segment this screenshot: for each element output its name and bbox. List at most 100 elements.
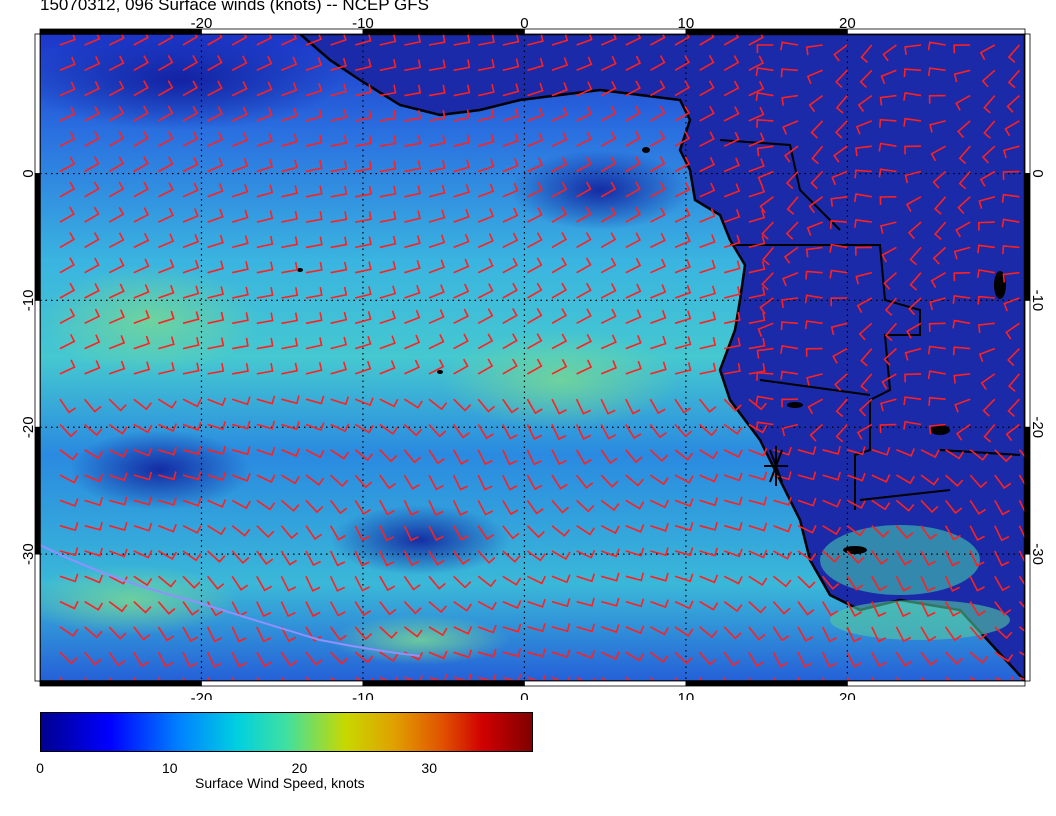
wind-barb xyxy=(759,196,774,214)
wind-barb xyxy=(84,626,103,639)
wind-barb xyxy=(281,82,298,97)
wind-barb xyxy=(502,182,519,198)
wind-barb xyxy=(256,395,276,405)
wind-barb xyxy=(674,498,694,508)
wind-barb xyxy=(600,597,620,607)
wind-barb xyxy=(379,310,397,325)
wind-barb xyxy=(551,106,568,122)
wind-barb xyxy=(748,398,767,411)
wind-barb xyxy=(871,446,891,456)
lat-scale-bar xyxy=(1024,33,1031,174)
wind-barb xyxy=(575,424,592,440)
wind-barb xyxy=(904,373,922,383)
wind-barb xyxy=(108,548,128,558)
wind-barb xyxy=(157,601,176,615)
wind-barb xyxy=(305,261,323,274)
wind-barb xyxy=(354,34,372,46)
wind-barb xyxy=(600,206,617,223)
lat-tick-label-right: -30 xyxy=(1029,543,1046,565)
wind-barb xyxy=(502,133,519,147)
wind-barb xyxy=(305,362,323,375)
wind-barb xyxy=(329,626,347,642)
wind-barb xyxy=(83,651,102,666)
wind-barb xyxy=(879,221,897,234)
wind-barb xyxy=(108,449,128,458)
wind-barb xyxy=(84,34,101,46)
wind-barb xyxy=(699,423,718,437)
wind-barb xyxy=(305,236,323,249)
wind-barb xyxy=(355,84,372,97)
wind-barb xyxy=(1007,69,1021,89)
wind-barb xyxy=(600,474,619,488)
wind-barb xyxy=(354,335,372,350)
wind-barb xyxy=(983,95,996,114)
wind-barb xyxy=(84,106,100,122)
wind-barb xyxy=(330,83,348,97)
lon-tick-label-bottom: 0 xyxy=(520,690,528,700)
wind-barb xyxy=(133,156,149,173)
wind-barb xyxy=(158,284,175,299)
wind-barb xyxy=(723,626,742,640)
wind-barb xyxy=(797,601,815,616)
wind-barb xyxy=(477,233,494,249)
wind-barb xyxy=(428,284,445,299)
wind-barb xyxy=(927,67,946,77)
wind-barb xyxy=(207,55,223,71)
lat-scale-bar xyxy=(34,300,41,428)
wind-barb xyxy=(723,157,740,173)
wind-barb xyxy=(806,221,823,236)
wind-min-region xyxy=(330,505,510,575)
wind-barb xyxy=(983,120,996,139)
wind-barb xyxy=(330,396,350,406)
wind-barb xyxy=(502,398,519,414)
wind-barb xyxy=(908,297,922,316)
wind-barb xyxy=(477,133,495,147)
wind-barb xyxy=(625,572,645,582)
wind-max-region xyxy=(40,565,240,635)
wind-barb xyxy=(980,373,996,391)
wind-barb xyxy=(133,626,151,641)
wind-barb xyxy=(882,44,897,62)
wind-barb xyxy=(281,448,300,457)
wind-barb xyxy=(772,626,790,642)
wind-barb xyxy=(256,81,273,97)
wind-barb xyxy=(699,311,717,325)
wind-barb xyxy=(724,286,741,299)
wind-barb xyxy=(625,524,645,533)
lat-scale-bar xyxy=(1024,173,1031,301)
wind-barb xyxy=(761,246,775,266)
wind-barb xyxy=(833,145,848,163)
wind-max-region xyxy=(40,265,260,375)
wind-barb xyxy=(903,68,922,78)
wind-barb xyxy=(757,170,774,186)
wind-barb xyxy=(846,525,866,537)
wind-barb xyxy=(920,651,938,666)
wind-barb xyxy=(403,398,423,409)
wind-barb xyxy=(527,623,546,633)
wind-barb xyxy=(428,674,448,681)
wind-barb xyxy=(829,220,848,229)
wind-barb xyxy=(231,81,248,97)
wind-barb xyxy=(576,282,592,299)
wind-barb xyxy=(182,398,202,408)
lat-scale-bar xyxy=(34,553,41,682)
lat-tick-label-left: -20 xyxy=(20,416,37,438)
wind-barb xyxy=(108,181,125,198)
wind-barb xyxy=(256,287,274,299)
wind-barb xyxy=(1018,601,1025,609)
wind-barb xyxy=(133,549,153,559)
wind-barb xyxy=(502,83,520,97)
wind-barb xyxy=(674,54,690,71)
graticule xyxy=(40,34,1025,681)
wind-barb xyxy=(526,550,546,562)
wind-barb xyxy=(674,131,691,147)
wind-barb xyxy=(158,105,174,122)
wind-barb xyxy=(452,500,469,516)
wind-barb xyxy=(231,34,248,46)
wind-barb xyxy=(927,41,946,51)
wind-barb xyxy=(502,232,519,249)
wind-barb xyxy=(1018,550,1025,564)
wind-barb xyxy=(379,84,397,97)
wind-barb xyxy=(674,336,692,350)
wind-barb xyxy=(330,449,350,460)
